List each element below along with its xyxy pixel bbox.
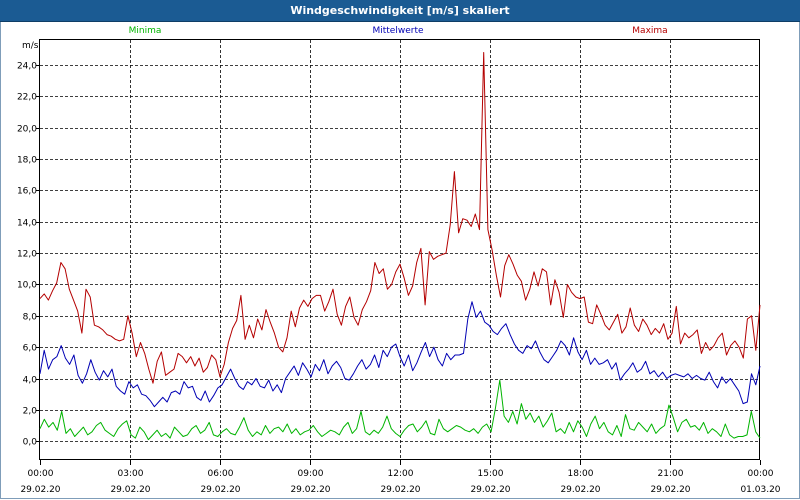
y-tick-label: 4,0 [23,376,38,386]
y-tick-label: 14,0 [17,219,37,229]
x-axis: 00:00 29.02.20 03:00 29.02.20 06:00 29.02.20 0… [20,460,781,495]
series-line-mittelwerte [39,301,761,408]
series-line-maxima [39,52,761,384]
y-tick-label: 10,0 [17,281,37,291]
grid-lines [40,40,760,460]
x-tick-time-label: 09:00 [298,469,324,479]
y-tick-label: 18,0 [17,156,37,166]
x-tick-date-label: 29.02.20 [200,485,240,495]
x-tick-date-label: 29.02.20 [290,485,330,495]
y-axis-label: m/s [22,41,39,51]
x-tick-time-label: 00:00 [28,469,54,479]
y-tick-label: 2,0 [23,407,38,417]
legend: Minima Mittelwerte Maxima [129,26,668,36]
x-tick-date-label: 29.02.20 [20,485,60,495]
x-tick-time-label: 18:00 [568,469,594,479]
y-tick-label: 16,0 [17,187,37,197]
x-tick-time-label: 12:00 [388,469,414,479]
plot-area [39,39,760,460]
y-tick-label: 0,0 [23,438,38,448]
x-tick-date-label: 29.02.20 [650,485,690,495]
x-tick-time-label: 15:00 [478,469,504,479]
x-tick-time-label: 00:00 [748,469,774,479]
y-axis: 0,0 2,0 4,0 6,0 8,0 10,0 12,0 14,0 16,0 18,0 20,0 2… [17,62,40,448]
series-line-minima [39,379,761,441]
y-tick-label: 24,0 [17,62,37,72]
y-tick-label: 22,0 [17,93,37,103]
x-tick-date-label: 01.03.20 [740,485,780,495]
x-tick-date-label: 29.02.20 [560,485,600,495]
y-tick-label: 12,0 [17,250,37,260]
x-tick-time-label: 03:00 [118,469,144,479]
legend-item-minima: Minima [129,26,162,36]
chart-title: Windgeschwindigkeit [m/s] skaliert [0,0,800,22]
series-group [39,52,761,441]
y-tick-label: 20,0 [17,125,37,135]
y-tick-label: 6,0 [23,344,38,354]
x-tick-date-label: 29.02.20 [380,485,420,495]
y-tick-label: 8,0 [23,313,38,323]
x-tick-date-label: 29.02.20 [470,485,510,495]
x-tick-time-label: 21:00 [658,469,684,479]
legend-item-maxima: Maxima [632,26,667,36]
legend-item-mittelwerte: Mittelwerte [372,26,423,36]
x-tick-date-label: 29.02.20 [110,485,150,495]
x-tick-time-label: 06:00 [208,469,234,479]
